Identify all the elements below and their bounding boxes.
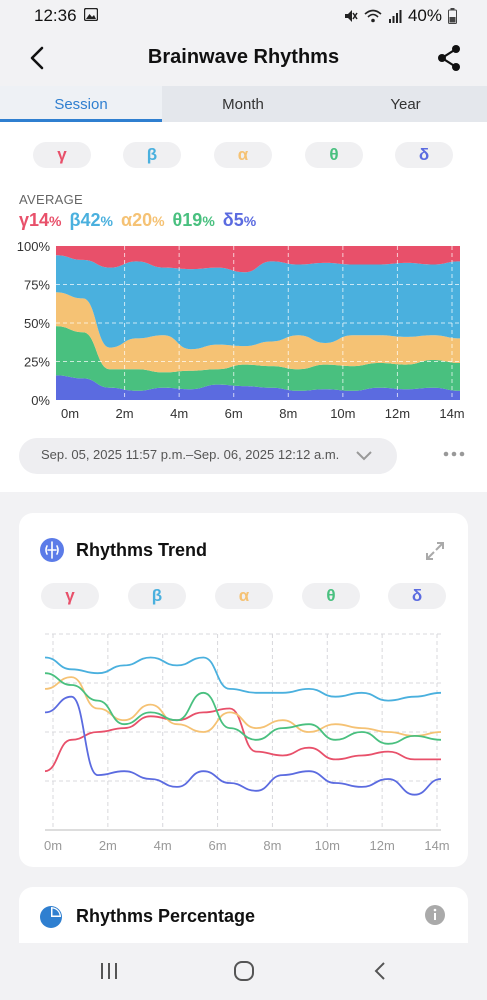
date-range-text: Sep. 05, 2025 11:57 p.m.–Sep. 06, 2025 1… <box>41 447 340 462</box>
rhythms-trend-card: Rhythms Trend γ β α θ δ 0m 2m 4m 6m 8m 10m 12m… <box>19 513 468 867</box>
line-series-α <box>44 676 442 737</box>
status-time: 12:36 <box>34 6 77 25</box>
home-icon[interactable] <box>233 960 255 982</box>
status-bar: 12:36 40% <box>0 0 487 32</box>
x-tick-label: 14m <box>439 406 464 420</box>
tab-session[interactable]: Session <box>0 86 162 122</box>
trend-filter-delta[interactable]: δ <box>388 583 446 609</box>
battery-percent: 40% <box>407 6 442 25</box>
area-series-θ <box>56 326 460 391</box>
stacked-area-chart: 100% 75% 50% 25% 0% 0m 2m 4m 6m 8m 10m 12m 14m <box>17 240 465 420</box>
average-alpha: α20% <box>120 210 165 230</box>
info-icon[interactable] <box>424 904 446 926</box>
wifi-icon <box>364 9 382 23</box>
period-tabs: Session Month Year <box>0 86 487 122</box>
average-label: AVERAGE <box>19 192 83 207</box>
rhythms-trend-title: Rhythms Trend <box>76 540 208 560</box>
filter-gamma[interactable]: γ <box>33 142 91 168</box>
line-series-γ <box>44 707 441 773</box>
back-arrow-icon <box>30 46 44 70</box>
filter-theta[interactable]: θ <box>305 142 363 168</box>
signal-icon <box>388 10 402 23</box>
trend-filter-gamma[interactable]: γ <box>41 583 99 609</box>
rhythms-percentage-title: Rhythms Percentage <box>76 906 256 926</box>
share-button[interactable] <box>433 42 465 74</box>
line-series-θ <box>44 672 442 745</box>
x-tick-label: 10m <box>330 406 355 420</box>
share-icon <box>438 45 460 71</box>
battery-icon <box>448 8 457 24</box>
page-title: Brainwave Rhythms <box>147 46 340 68</box>
average-beta: β42% <box>69 210 113 230</box>
filter-alpha[interactable]: α <box>214 142 272 168</box>
expand-icon[interactable] <box>424 540 446 562</box>
filter-beta[interactable]: β <box>123 142 181 168</box>
line-series-δ <box>44 695 442 796</box>
y-tick-label: 100% <box>17 240 51 254</box>
back-button[interactable] <box>22 42 54 74</box>
rhythms-trend-chart: 0m 2m 4m 6m 8m 10m 12m 14m <box>44 633 450 853</box>
x-tick-label: 14m <box>424 838 449 853</box>
x-tick-label: 0m <box>44 838 62 853</box>
area-series-γ <box>56 246 460 273</box>
x-tick-label: 6m <box>225 406 243 420</box>
trend-filter-beta[interactable]: β <box>128 583 186 609</box>
x-tick-label: 2m <box>116 406 134 420</box>
y-tick-label: 25% <box>24 355 50 370</box>
status-icons: 40% <box>342 6 457 26</box>
tab-month[interactable]: Month <box>222 96 264 113</box>
session-summary: γ β α θ δ AVERAGE γ14% β42% α20% θ19% δ5… <box>0 122 487 492</box>
area-series-β <box>56 255 460 350</box>
average-theta: θ19% <box>172 210 215 230</box>
x-tick-label: 12m <box>385 406 410 420</box>
more-options-icon[interactable] <box>442 446 466 462</box>
x-tick-label: 8m <box>279 406 297 420</box>
area-series-δ <box>56 375 460 400</box>
pie-chart-icon <box>40 906 62 928</box>
system-back-icon[interactable] <box>372 961 390 981</box>
y-tick-label: 50% <box>24 316 50 331</box>
app-bar: Brainwave Rhythms <box>0 32 487 84</box>
filter-delta[interactable]: δ <box>395 142 453 168</box>
x-tick-label: 0m <box>61 406 79 420</box>
trend-filter-theta[interactable]: θ <box>302 583 360 609</box>
x-tick-label: 10m <box>315 838 340 853</box>
chevron-down-icon <box>356 451 372 461</box>
y-tick-label: 75% <box>24 278 50 293</box>
trend-filter-alpha[interactable]: α <box>215 583 273 609</box>
tab-year[interactable]: Year <box>390 96 421 113</box>
average-delta: δ5% <box>222 210 257 230</box>
mute-icon <box>344 10 358 22</box>
y-tick-label: 0% <box>31 393 50 408</box>
x-tick-label: 8m <box>263 838 281 853</box>
x-tick-label: 2m <box>99 838 117 853</box>
gallery-notification-icon <box>83 7 99 26</box>
line-series-β <box>44 656 442 702</box>
x-tick-label: 4m <box>154 838 172 853</box>
average-values: γ14% β42% α20% θ19% δ5% <box>19 210 256 231</box>
system-nav-bar <box>0 943 487 1000</box>
x-tick-label: 6m <box>209 838 227 853</box>
x-tick-label: 4m <box>170 406 188 420</box>
area-series-α <box>56 292 460 373</box>
average-gamma: γ14% <box>19 210 62 230</box>
x-tick-label: 12m <box>369 838 394 853</box>
brain-icon <box>40 538 64 562</box>
date-range-selector[interactable]: Sep. 05, 2025 11:57 p.m.–Sep. 06, 2025 1… <box>19 438 397 474</box>
recent-apps-icon[interactable] <box>99 962 119 980</box>
